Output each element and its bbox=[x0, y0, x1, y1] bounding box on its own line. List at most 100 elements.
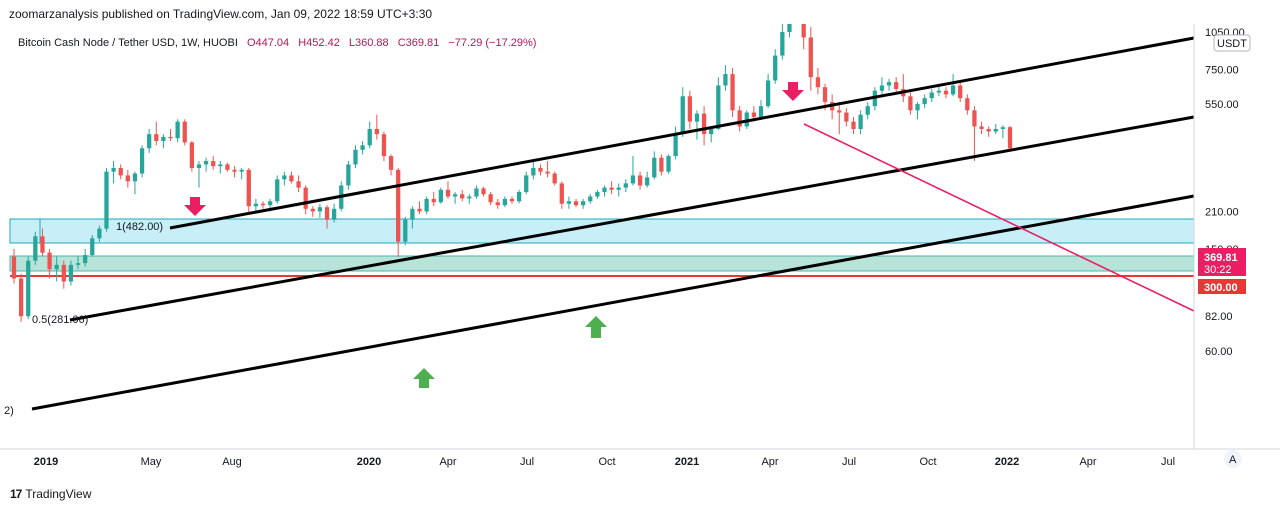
candle-body bbox=[815, 77, 821, 88]
chart-area[interactable]: 1(482.00) 0.5(281.06) 2) 1050.00750.0055… bbox=[0, 24, 1280, 484]
legend-close: C369.81 bbox=[398, 37, 440, 49]
candle-body bbox=[111, 168, 116, 172]
candle-body bbox=[972, 110, 977, 127]
legend-low: L360.88 bbox=[349, 37, 389, 49]
candle-body bbox=[758, 106, 764, 117]
footer[interactable]: 17 TradingView bbox=[10, 485, 91, 503]
candle bbox=[83, 248, 88, 267]
candle bbox=[232, 166, 237, 178]
candle bbox=[275, 175, 280, 204]
candle-body bbox=[616, 187, 621, 190]
candle bbox=[787, 24, 792, 38]
time-axis[interactable]: 2019 May Aug 2020 Apr Jul Oct 2021 Apr Jul Oct 2022… bbox=[34, 456, 1175, 468]
candle bbox=[118, 164, 123, 180]
candle bbox=[865, 102, 870, 120]
candle bbox=[324, 205, 330, 229]
candle-body bbox=[773, 55, 778, 81]
candle-body bbox=[943, 90, 949, 95]
candle-body bbox=[452, 194, 458, 197]
candle-body bbox=[467, 196, 472, 199]
candle-body bbox=[979, 126, 984, 129]
candle-body bbox=[33, 236, 38, 261]
arrow-up-icon bbox=[413, 368, 435, 388]
channel-mid-line bbox=[69, 115, 1195, 322]
price-axis[interactable]: 1050.00750.00550.00210.00150.00110.0082.… bbox=[1205, 27, 1245, 358]
candle bbox=[765, 74, 771, 109]
candle bbox=[296, 175, 301, 192]
candle-body bbox=[581, 201, 586, 206]
arrow-up-icon bbox=[585, 316, 607, 338]
price-tag-countdown: 30:22 bbox=[1204, 264, 1232, 276]
candle-body bbox=[573, 201, 579, 206]
candle-body bbox=[844, 112, 849, 122]
candle-body bbox=[218, 164, 223, 167]
candle bbox=[346, 161, 351, 190]
candle-body bbox=[68, 264, 74, 282]
candle bbox=[524, 171, 529, 195]
time-tick-label: Apr bbox=[761, 456, 778, 468]
candle bbox=[388, 154, 394, 176]
candle-body bbox=[289, 175, 294, 182]
candle bbox=[1000, 125, 1006, 139]
candle-body bbox=[687, 96, 692, 122]
candle-body bbox=[90, 238, 95, 256]
candle bbox=[645, 171, 650, 188]
time-tick-label: Jul bbox=[1161, 456, 1175, 468]
candle-body bbox=[317, 207, 323, 212]
candle-body bbox=[147, 134, 152, 149]
candle-body bbox=[175, 121, 180, 139]
candle-body bbox=[161, 136, 166, 141]
candle-body bbox=[680, 96, 685, 135]
candle-body bbox=[296, 181, 301, 188]
candle-body bbox=[381, 134, 387, 157]
candle-body bbox=[211, 161, 216, 167]
time-tick-label: 2022 bbox=[995, 456, 1019, 468]
candle-body bbox=[637, 175, 643, 186]
candle bbox=[723, 65, 728, 91]
candle bbox=[282, 171, 287, 186]
candle-body bbox=[730, 74, 735, 111]
candle-body bbox=[139, 148, 145, 174]
auto-scale-label[interactable]: A bbox=[1229, 454, 1237, 466]
candle-body bbox=[566, 201, 572, 204]
time-tick-label: Apr bbox=[1079, 456, 1096, 468]
candle-body bbox=[623, 183, 628, 188]
currency-label[interactable]: USDT bbox=[1217, 38, 1247, 50]
candle bbox=[239, 168, 244, 180]
legend-change: −77.29 (−17.29%) bbox=[448, 37, 536, 49]
candle-body bbox=[132, 173, 138, 182]
time-tick-label: Jul bbox=[842, 456, 856, 468]
candle bbox=[403, 216, 408, 246]
candle-body bbox=[431, 198, 436, 203]
candle-body bbox=[666, 156, 671, 172]
candle-body bbox=[837, 110, 842, 113]
candle-body bbox=[367, 128, 372, 146]
candle bbox=[75, 256, 81, 270]
candle-body bbox=[104, 171, 109, 229]
candle-body bbox=[388, 156, 394, 170]
candle bbox=[18, 273, 24, 322]
candle-body bbox=[822, 87, 828, 103]
candle bbox=[68, 260, 74, 286]
candle bbox=[581, 198, 586, 209]
time-tick-label: Apr bbox=[439, 456, 456, 468]
candle bbox=[616, 183, 621, 197]
candle bbox=[737, 106, 742, 132]
candle-body bbox=[858, 114, 863, 129]
candle bbox=[837, 102, 842, 135]
candle-body bbox=[374, 128, 379, 135]
candle-body bbox=[260, 203, 266, 206]
candle-body bbox=[154, 134, 159, 141]
candle-body bbox=[495, 202, 500, 206]
candle bbox=[701, 106, 707, 146]
candle bbox=[559, 181, 564, 209]
candle-body bbox=[353, 149, 358, 165]
candle-body bbox=[509, 198, 515, 202]
candle bbox=[780, 24, 785, 60]
candle-body bbox=[652, 157, 657, 178]
price-tick-label: 550.00 bbox=[1205, 99, 1239, 111]
candle-body bbox=[965, 98, 970, 111]
candle-body bbox=[232, 169, 237, 172]
candle bbox=[97, 225, 102, 242]
auto-scale-button[interactable] bbox=[1224, 450, 1242, 468]
